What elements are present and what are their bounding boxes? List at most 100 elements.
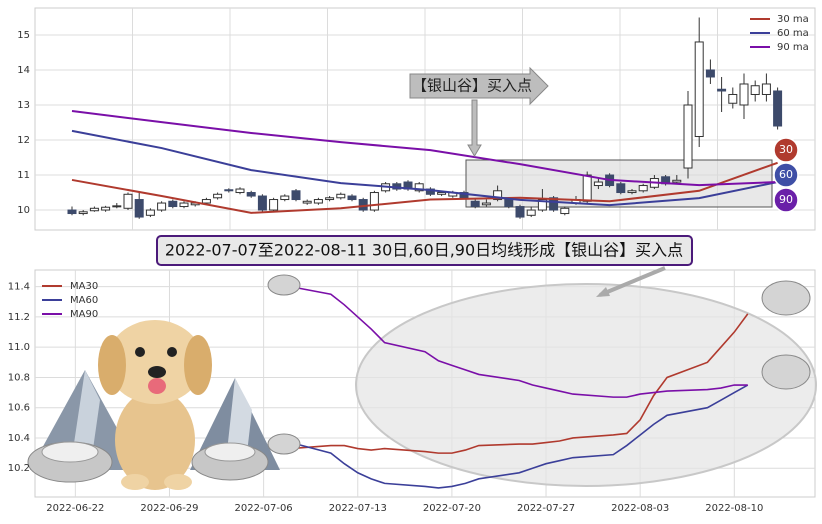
candle-body [145, 209, 155, 216]
candle-body [728, 93, 738, 104]
candle-body [89, 207, 99, 212]
candle-body [739, 83, 749, 106]
y-tick-label: 10 [17, 205, 30, 216]
candle-body [493, 190, 503, 201]
candle-body [549, 197, 559, 211]
candle-body [526, 209, 536, 216]
candle-body [291, 190, 301, 201]
candle-body [67, 209, 77, 215]
candle-body [257, 195, 267, 211]
candle-body [481, 202, 491, 206]
candle-body [313, 199, 323, 204]
candle-body [157, 202, 167, 211]
candle-body [414, 183, 424, 192]
candle-body [470, 200, 480, 208]
legend-label: MA30 [70, 281, 98, 292]
bottom-layer [290, 285, 749, 489]
decoration-dog [98, 320, 212, 490]
ma-line [71, 161, 778, 214]
ma-line [290, 313, 749, 454]
legend-label: 60 ma [777, 28, 809, 39]
top-layer [67, 17, 783, 219]
x-tick-label: 2022-07-27 [517, 503, 575, 514]
y-tick-label: 11.2 [8, 312, 30, 323]
highlight-ellipse [355, 283, 817, 487]
y-tick-label: 15 [17, 30, 30, 41]
ma-line [290, 384, 749, 489]
candle-body [616, 183, 626, 194]
x-tick-label: 2022-06-22 [46, 503, 104, 514]
x-tick-label: 2022-07-20 [423, 503, 481, 514]
candle-body [123, 193, 133, 209]
marker-label: 60 [779, 168, 793, 181]
candle-body [504, 199, 514, 208]
y-tick-label: 13 [17, 100, 30, 111]
y-tick-label: 10.8 [8, 372, 30, 383]
annotation-text: 【银山谷】买入点 [412, 77, 532, 95]
banner-box [156, 235, 693, 266]
candle-body [582, 174, 592, 202]
candle-body [78, 211, 88, 215]
candle-body [593, 181, 603, 187]
pointer-arrow [599, 266, 666, 297]
legend-label: 30 ma [777, 14, 809, 25]
candle-body [336, 193, 346, 199]
marker-circle [773, 187, 799, 213]
x-tick-label: 2022-08-10 [705, 503, 763, 514]
ma-line [71, 109, 778, 187]
y-tick-label: 10.4 [8, 433, 30, 444]
candle-body [750, 85, 760, 95]
candle-body [269, 199, 279, 211]
candle-body [705, 69, 715, 78]
candle-body [638, 185, 648, 192]
candle-body [358, 199, 368, 211]
ma-line [290, 285, 748, 398]
candle-body [179, 202, 189, 208]
pointer-arrow-head [596, 287, 610, 297]
candle-body [694, 41, 704, 138]
legend-label: 90 ma [777, 42, 809, 53]
banner-title: 2022-07-07至2022-08-11 30日,60日,90日均线形成【银山… [165, 241, 683, 260]
annotation-arrow [409, 66, 549, 106]
y-tick-label: 11.0 [8, 342, 30, 353]
candle-body [369, 192, 379, 211]
candle-body [627, 190, 637, 194]
candle-body [717, 88, 727, 92]
candle-body [325, 197, 335, 201]
marker-label: 30 [779, 143, 793, 156]
annotation-pointer [467, 99, 482, 157]
candle-body [224, 189, 234, 192]
marker-label: 90 [779, 193, 793, 206]
candle-body [773, 90, 783, 127]
legend-label: MA60 [70, 295, 98, 306]
candle-body [213, 193, 223, 199]
markers: 30 60 90 [773, 137, 799, 213]
candle-body [302, 200, 312, 204]
x-tick-label: 2022-08-03 [611, 503, 669, 514]
y-tick-label: 14 [17, 65, 30, 76]
candle-body [112, 205, 122, 208]
candle-body [515, 206, 525, 218]
marker-circle [773, 162, 799, 188]
y-tick-label: 11.4 [8, 282, 30, 293]
candle-body [280, 195, 290, 201]
candle-body [134, 199, 144, 218]
legend: 30 ma 60 ma 90 ma [750, 14, 809, 53]
candle-body [425, 188, 435, 195]
candle-body [168, 200, 178, 208]
candle-body [235, 188, 245, 194]
legend: MA30 MA60 MA90 [42, 281, 98, 320]
y-tick-label: 10.6 [8, 403, 30, 414]
candle-body [761, 83, 771, 95]
candle-body [560, 207, 570, 215]
decoration-ingots [27, 274, 811, 483]
candle-body [101, 206, 111, 211]
candle-body [201, 199, 211, 204]
candle-body [672, 179, 682, 183]
x-tick-label: 2022-07-13 [329, 503, 387, 514]
candle-body [683, 104, 693, 169]
legend-label: MA90 [70, 309, 98, 320]
candle-body [437, 192, 447, 195]
ma-line [71, 129, 778, 207]
